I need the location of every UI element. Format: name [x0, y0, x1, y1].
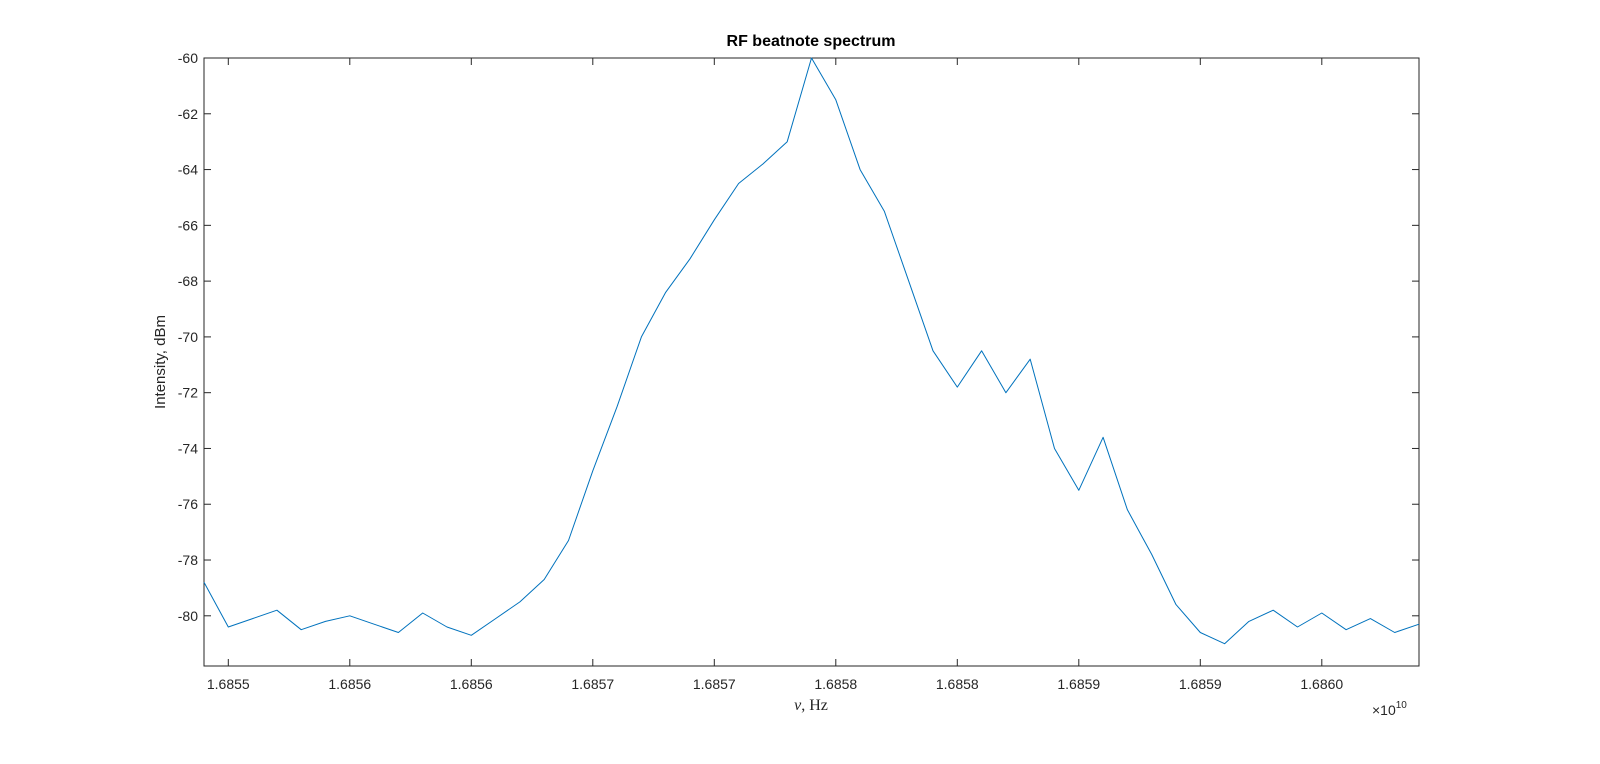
- y-tick-label: -64: [178, 162, 198, 178]
- y-axis: -60 -62 -64 -66 -68 -70 -72 -74 -76 -78 -80: [178, 50, 1419, 624]
- y-tick-label: -66: [178, 217, 198, 233]
- y-tick-label: -74: [178, 440, 198, 456]
- x-axis-label: ν, Hz: [794, 697, 828, 714]
- x-tick-label: 1.6856: [450, 676, 493, 692]
- x-tick-label: 1.6859: [1057, 676, 1100, 692]
- y-tick-label: -72: [178, 385, 198, 401]
- y-tick-label: -78: [178, 552, 198, 568]
- y-axis-label: Intensity, dBm: [152, 315, 169, 409]
- x-exponent-base: ×10: [1372, 702, 1396, 718]
- x-tick-label: 1.6857: [571, 676, 614, 692]
- x-exponent-power: 10: [1396, 700, 1408, 711]
- x-tick-label: 1.6856: [328, 676, 371, 692]
- x-tick-label: 1.6855: [207, 676, 250, 692]
- y-tick-label: -76: [178, 496, 198, 512]
- axes-box: [203, 57, 1420, 667]
- y-tick-label: -60: [178, 50, 198, 66]
- x-tick-label: 1.6860: [1300, 676, 1343, 692]
- series-line: [203, 57, 1420, 645]
- y-tick-label: -80: [178, 608, 198, 624]
- y-tick-label: -68: [178, 273, 198, 289]
- x-axis-unit: , Hz: [801, 697, 828, 714]
- plot-area: [203, 57, 1420, 667]
- x-tick-label: 1.6858: [814, 676, 857, 692]
- x-axis: 1.6855 1.6856 1.6856 1.6857 1.6857 1.6858 1.68…: [207, 58, 1343, 692]
- y-tick-label: -70: [178, 329, 198, 345]
- x-tick-label: 1.6858: [936, 676, 979, 692]
- x-tick-label: 1.6857: [693, 676, 736, 692]
- x-exponent-label: ×1010: [1372, 700, 1407, 718]
- y-tick-label: -62: [178, 106, 198, 122]
- chart-title: RF beatnote spectrum: [727, 33, 896, 50]
- x-axis-symbol: ν: [794, 697, 802, 714]
- x-tick-label: 1.6859: [1179, 676, 1222, 692]
